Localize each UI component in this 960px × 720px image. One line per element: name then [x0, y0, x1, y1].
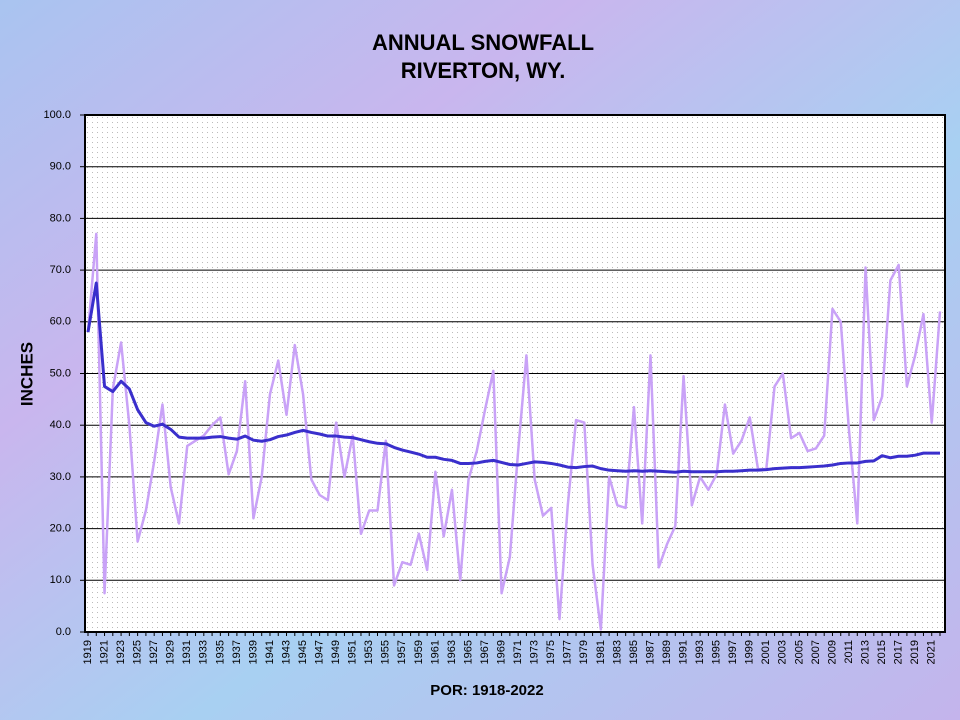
y-tick-label: 80.0 — [50, 212, 71, 224]
y-tick-label: 20.0 — [50, 523, 71, 535]
x-tick-label: 1941 — [264, 640, 276, 664]
x-tick-label: 1929 — [165, 640, 177, 664]
x-tick-label: 1989 — [661, 640, 673, 664]
x-tick-label: 1961 — [429, 640, 441, 664]
x-tick-label: 1937 — [231, 640, 243, 664]
x-tick-label: 2009 — [826, 640, 838, 664]
x-tick-label: 2015 — [876, 640, 888, 664]
x-tick-label: 1967 — [479, 640, 491, 664]
chart-subtitle: RIVERTON, WY. — [401, 58, 566, 83]
y-axis-label: INCHES — [17, 342, 36, 406]
x-tick-label: 2005 — [793, 640, 805, 664]
x-tick-label: 1959 — [413, 640, 425, 664]
series-line — [86, 281, 940, 474]
x-tick-label: 1999 — [744, 640, 756, 664]
y-tick-label: 60.0 — [50, 316, 71, 328]
x-tick-label: 1987 — [644, 640, 656, 664]
x-tick-label: 1921 — [98, 640, 110, 664]
x-tick-label: 2007 — [810, 640, 822, 664]
x-tick-label: 1951 — [347, 640, 359, 664]
x-tick-label: 2011 — [843, 640, 855, 664]
x-tick-label: 1995 — [711, 640, 723, 664]
y-tick-label: 50.0 — [50, 367, 71, 379]
x-tick-label: 1971 — [512, 640, 524, 664]
x-tick-label: 1943 — [280, 640, 292, 664]
x-tick-label: 1933 — [198, 640, 210, 664]
x-tick-label: 1975 — [545, 640, 557, 664]
x-tick-label: 2021 — [926, 640, 938, 664]
x-tick-label: 1993 — [694, 640, 706, 664]
x-tick-label: 1979 — [578, 640, 590, 664]
chart-title: ANNUAL SNOWFALL — [372, 30, 594, 55]
x-tick-label: 1977 — [562, 640, 574, 664]
x-tick-label: 2019 — [909, 640, 921, 664]
y-tick-label: 90.0 — [50, 161, 71, 173]
x-tick-label: 1925 — [132, 640, 144, 664]
x-tick-label: 2013 — [859, 640, 871, 664]
x-tick-label: 1969 — [495, 640, 507, 664]
x-tick-label: 1957 — [396, 640, 408, 664]
x-tick-label: 2003 — [777, 640, 789, 664]
y-tick-label: 30.0 — [50, 471, 71, 483]
x-tick-label: 1935 — [214, 640, 226, 664]
x-tick-label: 1955 — [380, 640, 392, 664]
x-tick-label: 1965 — [462, 640, 474, 664]
y-tick-label: 0.0 — [56, 626, 71, 638]
x-tick-label: 1991 — [677, 640, 689, 664]
x-tick-label: 1997 — [727, 640, 739, 664]
x-tick-label: 1923 — [115, 640, 127, 664]
y-tick-label: 70.0 — [50, 264, 71, 276]
x-tick-label: 1919 — [82, 640, 94, 664]
series-line — [86, 232, 942, 631]
x-tick-label: 2001 — [760, 640, 772, 664]
y-tick-label: 100.0 — [43, 109, 71, 121]
x-tick-label: 1927 — [148, 640, 160, 664]
x-tick-label: 1949 — [330, 640, 342, 664]
x-tick-label: 1931 — [181, 640, 193, 664]
y-tick-label: 10.0 — [50, 574, 71, 586]
x-axis-label: POR: 1918-2022 — [430, 682, 543, 699]
x-tick-label: 1981 — [595, 640, 607, 664]
x-tick-label: 1963 — [446, 640, 458, 664]
y-tick-label: 40.0 — [50, 419, 71, 431]
x-tick-label: 1985 — [628, 640, 640, 664]
x-tick-label: 1973 — [529, 640, 541, 664]
x-tick-label: 1983 — [611, 640, 623, 664]
x-tick-label: 2017 — [893, 640, 905, 664]
x-tick-label: 1939 — [247, 640, 259, 664]
x-tick-label: 1953 — [363, 640, 375, 664]
x-tick-label: 1947 — [314, 640, 326, 664]
x-tick-label: 1945 — [297, 640, 309, 664]
